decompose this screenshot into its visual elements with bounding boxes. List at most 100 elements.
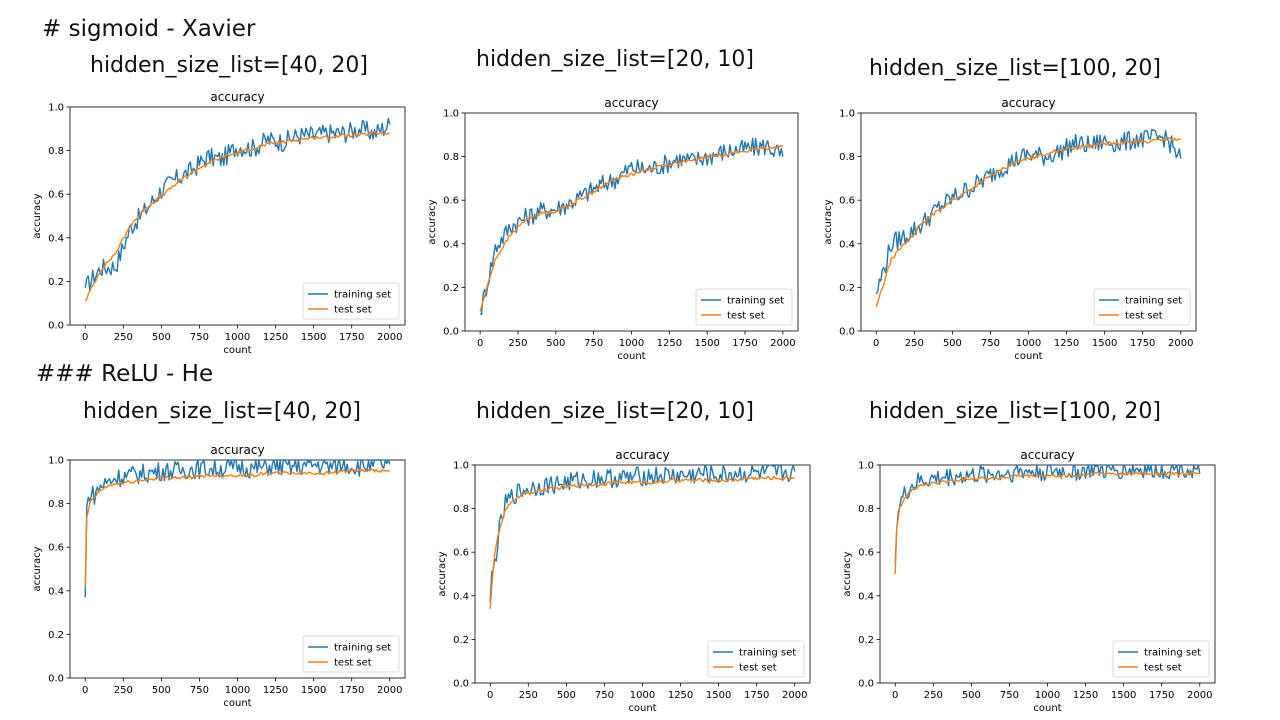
x-tick-label: 0 <box>477 338 483 349</box>
x-tick-label: 250 <box>508 338 527 349</box>
legend-label: test set <box>739 663 777 674</box>
x-tick-label: 1000 <box>1035 690 1060 701</box>
x-tick-label: 1750 <box>339 685 364 696</box>
x-axis-label: count <box>223 698 251 709</box>
y-tick-label: 0.2 <box>48 630 64 641</box>
y-tick-label: 0.4 <box>858 591 874 602</box>
y-tick-label: 0.2 <box>858 635 874 646</box>
x-tick-label: 1250 <box>1073 690 1098 701</box>
x-tick-label: 2000 <box>1168 338 1193 349</box>
chart-title: accuracy <box>210 443 264 457</box>
legend-box <box>1112 640 1210 678</box>
y-tick-label: 0.4 <box>48 586 64 597</box>
x-tick-label: 1250 <box>263 685 288 696</box>
x-tick-label: 2000 <box>377 685 402 696</box>
y-tick-label: 0.6 <box>48 543 64 554</box>
legend-box <box>1093 288 1191 326</box>
x-tick-label: 1750 <box>339 332 364 343</box>
legend-label: test set <box>334 305 372 316</box>
section-heading-relu: ### ReLU - He <box>36 361 214 387</box>
legend-label: training set <box>739 648 796 659</box>
x-tick-label: 500 <box>943 338 962 349</box>
y-tick-label: 0.0 <box>48 321 64 332</box>
chart-title: accuracy <box>604 96 658 110</box>
chart-title: accuracy <box>210 90 264 104</box>
y-tick-label: 0.6 <box>858 548 874 559</box>
y-tick-label: 0.4 <box>443 239 459 250</box>
subtitle-relu-20-10: hidden_size_list=[20, 10] <box>476 399 755 424</box>
x-tick-label: 1750 <box>1149 690 1174 701</box>
chart-title: accuracy <box>1001 96 1055 110</box>
training-set-line <box>894 464 1201 564</box>
x-tick-label: 1750 <box>732 338 757 349</box>
legend-label: training set <box>334 643 391 654</box>
y-tick-label: 0.6 <box>453 548 469 559</box>
training-set-line <box>84 459 391 598</box>
x-tick-label: 750 <box>1000 690 1019 701</box>
y-tick-label: 1.0 <box>453 461 469 472</box>
y-tick-label: 1.0 <box>48 103 64 114</box>
x-axis-label: count <box>628 703 656 714</box>
x-tick-label: 1000 <box>225 332 250 343</box>
y-tick-label: 1.0 <box>443 109 459 120</box>
x-tick-label: 1500 <box>301 685 326 696</box>
x-tick-label: 1750 <box>744 690 769 701</box>
y-tick-label: 0.2 <box>48 277 64 288</box>
y-tick-label: 0.6 <box>443 196 459 207</box>
x-tick-label: 750 <box>190 685 209 696</box>
y-tick-label: 0.8 <box>443 152 459 163</box>
y-tick-label: 0.0 <box>453 679 469 690</box>
y-tick-label: 1.0 <box>839 109 855 120</box>
y-tick-label: 0.0 <box>839 327 855 338</box>
legend-label: test set <box>1125 311 1163 322</box>
x-tick-label: 1750 <box>1130 338 1155 349</box>
chart-title: accuracy <box>615 448 669 462</box>
x-axis-label: count <box>1014 351 1042 362</box>
x-tick-label: 2000 <box>770 338 795 349</box>
x-tick-label: 0 <box>82 332 88 343</box>
y-axis-label: accuracy <box>437 551 448 596</box>
x-tick-label: 1000 <box>225 685 250 696</box>
legend-label: test set <box>1144 663 1182 674</box>
x-tick-label: 1500 <box>301 332 326 343</box>
x-tick-label: 1500 <box>694 338 719 349</box>
test-set-line <box>875 137 1181 308</box>
y-tick-label: 0.0 <box>48 674 64 685</box>
x-tick-label: 2000 <box>782 690 807 701</box>
x-axis-label: count <box>1033 703 1061 714</box>
x-tick-label: 2000 <box>377 332 402 343</box>
x-tick-label: 250 <box>114 685 133 696</box>
test-set-line <box>894 471 1200 575</box>
y-axis-label: accuracy <box>823 199 834 244</box>
test-set-line <box>489 475 795 609</box>
y-tick-label: 0.8 <box>48 499 64 510</box>
y-tick-label: 0.6 <box>839 196 855 207</box>
x-tick-label: 1250 <box>657 338 682 349</box>
x-tick-label: 0 <box>892 690 898 701</box>
legend-label: test set <box>727 311 765 322</box>
subtitle-sigmoid-100-20: hidden_size_list=[100, 20] <box>869 56 1162 81</box>
x-tick-label: 1500 <box>706 690 731 701</box>
chart-title: accuracy <box>1020 448 1074 462</box>
x-tick-label: 250 <box>905 338 924 349</box>
x-tick-label: 500 <box>152 685 171 696</box>
y-tick-label: 0.4 <box>48 233 64 244</box>
y-tick-label: 0.6 <box>48 190 64 201</box>
y-tick-label: 0.0 <box>443 327 459 338</box>
y-tick-label: 0.8 <box>453 504 469 515</box>
x-tick-label: 500 <box>546 338 565 349</box>
y-tick-label: 1.0 <box>48 456 64 467</box>
subtitle-relu-40-20: hidden_size_list=[40, 20] <box>83 399 362 424</box>
training-set-line <box>479 137 784 316</box>
x-tick-label: 750 <box>584 338 603 349</box>
legend-label: training set <box>727 296 784 307</box>
x-tick-label: 750 <box>190 332 209 343</box>
y-axis-label: accuracy <box>32 546 43 591</box>
x-tick-label: 1000 <box>1016 338 1041 349</box>
x-tick-label: 0 <box>487 690 493 701</box>
y-tick-label: 0.8 <box>858 504 874 515</box>
legend-box <box>707 640 805 678</box>
